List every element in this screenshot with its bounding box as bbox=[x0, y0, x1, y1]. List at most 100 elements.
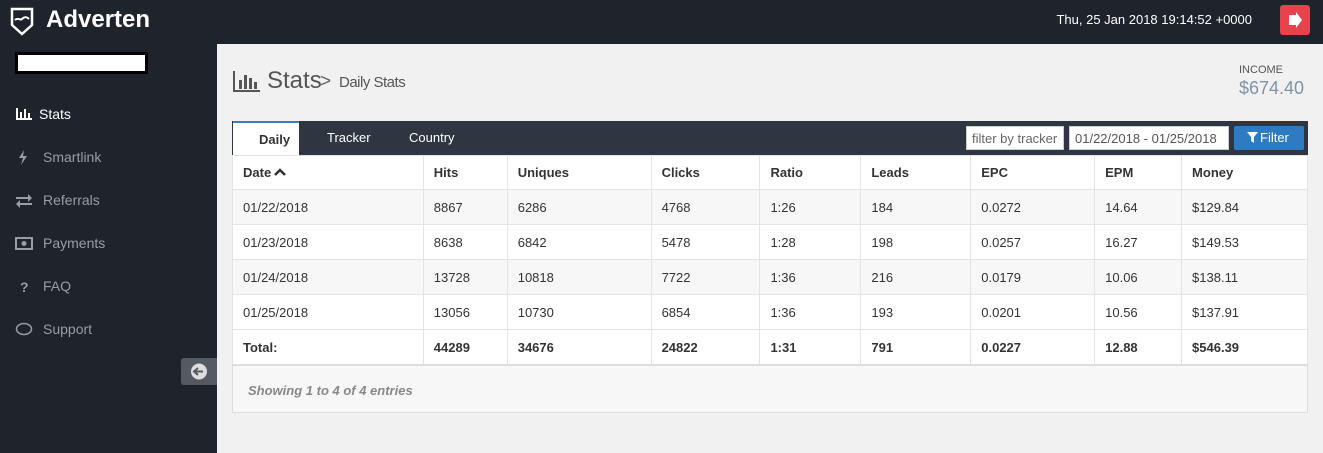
table-cell: 01/23/2018 bbox=[232, 224, 424, 260]
table-cell: 10.56 bbox=[1094, 294, 1183, 330]
breadcrumb: Daily Stats bbox=[339, 74, 406, 91]
table-cell: $129.84 bbox=[1181, 189, 1308, 225]
table-cell: 14.64 bbox=[1094, 189, 1183, 225]
table-cell: 01/25/2018 bbox=[232, 294, 424, 330]
total-cell: 24822 bbox=[650, 329, 761, 365]
table-cell: 0.0201 bbox=[970, 294, 1096, 330]
nav-item[interactable]: Referrals bbox=[43, 192, 100, 208]
table-cell: 216 bbox=[860, 259, 972, 295]
table-cell: 8638 bbox=[422, 224, 508, 260]
datetime: Thu, 25 Jan 2018 19:14:52 +0000 bbox=[1056, 12, 1252, 27]
collapse-button[interactable] bbox=[181, 358, 217, 385]
collapse-icon bbox=[191, 363, 207, 380]
table-row: 01/22/2018 8867 6286 4768 1:26 184 0.0272 14.64… bbox=[232, 189, 1308, 225]
column-header[interactable]: Ratio bbox=[759, 155, 862, 190]
date-range-input[interactable]: 01/22/2018 - 01/25/2018 bbox=[1069, 126, 1229, 150]
table-cell: 6286 bbox=[506, 189, 652, 225]
svg-text:?: ? bbox=[20, 279, 29, 295]
nav-icon bbox=[15, 237, 33, 250]
table-cell: 1:36 bbox=[759, 294, 862, 330]
table-cell: 193 bbox=[860, 294, 972, 330]
nav-icon bbox=[16, 194, 32, 208]
table-cell: 01/24/2018 bbox=[232, 259, 424, 295]
table-cell: 6854 bbox=[650, 294, 761, 330]
table-cell: 13056 bbox=[422, 294, 508, 330]
column-header[interactable]: Hits bbox=[422, 155, 508, 190]
table-cell: 1:36 bbox=[759, 259, 862, 295]
column-header[interactable]: Uniques bbox=[506, 155, 652, 190]
page-title: Stats bbox=[267, 67, 322, 94]
table-cell: $149.53 bbox=[1181, 224, 1308, 260]
logout-icon bbox=[1289, 12, 1302, 28]
total-row: Total: 44289 34676 24822 1:31 791 0.0227 12.88 $… bbox=[232, 329, 1308, 365]
table-cell: 1:28 bbox=[759, 224, 862, 260]
header-row: Date Hits Uniques Clicks Ratio Leads EPC EPM Mon… bbox=[232, 155, 1308, 190]
top-bar bbox=[0, 0, 1323, 44]
total-cell: 34676 bbox=[506, 329, 652, 365]
table-cell: 5478 bbox=[650, 224, 761, 260]
redacted-box bbox=[15, 52, 148, 74]
breadcrumb-separator: > bbox=[320, 71, 332, 92]
nav-icon bbox=[16, 108, 32, 120]
income-label: INCOME bbox=[1239, 64, 1283, 76]
table-row: 01/23/2018 8638 6842 5478 1:28 198 0.0257 16.27… bbox=[232, 224, 1308, 260]
filter-icon bbox=[1247, 132, 1258, 143]
total-cell: $546.39 bbox=[1181, 329, 1308, 365]
table-cell: 198 bbox=[860, 224, 972, 260]
table-cell: 184 bbox=[860, 189, 972, 225]
column-header[interactable]: Money bbox=[1181, 155, 1308, 190]
nav-item[interactable]: FAQ bbox=[43, 278, 72, 294]
stats-table: Date Hits Uniques Clicks Ratio Leads EPC EPM Mon… bbox=[232, 155, 1308, 365]
tracker-filter-input[interactable]: filter by tracker bbox=[966, 126, 1064, 150]
stats-icon bbox=[233, 71, 260, 92]
table-cell: 01/22/2018 bbox=[232, 189, 424, 225]
income-value: $674.40 bbox=[1239, 78, 1305, 98]
table-footer: Showing 1 to 4 of 4 entries bbox=[232, 364, 1308, 413]
column-header[interactable]: Date bbox=[232, 155, 424, 190]
brand: Adverten bbox=[46, 6, 151, 33]
nav-icon bbox=[19, 150, 27, 165]
sort-icon bbox=[274, 168, 287, 176]
table-cell: $137.91 bbox=[1181, 294, 1308, 330]
table-cell: 0.0272 bbox=[970, 189, 1096, 225]
total-cell: 12.88 bbox=[1094, 329, 1183, 365]
total-cell: Total: bbox=[232, 329, 424, 365]
table-cell: 10818 bbox=[506, 259, 652, 295]
table-cell: 13728 bbox=[422, 259, 508, 295]
filter-button[interactable]: Filter bbox=[1234, 126, 1304, 150]
table-cell: 0.0179 bbox=[970, 259, 1096, 295]
table-cell: 10.06 bbox=[1094, 259, 1183, 295]
total-cell: 1:31 bbox=[759, 329, 862, 365]
logout-button[interactable] bbox=[1280, 5, 1310, 35]
nav-item[interactable]: Smartlink bbox=[43, 149, 102, 165]
total-cell: 791 bbox=[860, 329, 972, 365]
table-cell: 7722 bbox=[650, 259, 761, 295]
nav-icon: ? bbox=[20, 279, 29, 295]
total-cell: 0.0227 bbox=[970, 329, 1096, 365]
table-cell: 4768 bbox=[650, 189, 761, 225]
column-header[interactable]: Clicks bbox=[650, 155, 761, 190]
table-cell: 6842 bbox=[506, 224, 652, 260]
tab[interactable]: Daily bbox=[233, 121, 299, 155]
table-cell: $138.11 bbox=[1181, 259, 1308, 295]
tab[interactable]: Country bbox=[409, 130, 455, 145]
logo-icon bbox=[10, 7, 34, 36]
table-cell: 16.27 bbox=[1094, 224, 1183, 260]
total-cell: 44289 bbox=[422, 329, 508, 365]
nav-item[interactable]: Stats bbox=[39, 106, 71, 122]
nav-item[interactable]: Support bbox=[43, 321, 93, 337]
sidebar bbox=[0, 44, 217, 453]
column-header[interactable]: EPC bbox=[970, 155, 1096, 190]
table-row: 01/24/2018 13728 10818 7722 1:36 216 0.0179 10.… bbox=[232, 259, 1308, 295]
table-cell: 8867 bbox=[422, 189, 508, 225]
nav-item[interactable]: Payments bbox=[43, 235, 106, 251]
table-row: 01/25/2018 13056 10730 6854 1:36 193 0.0201 10.… bbox=[232, 294, 1308, 330]
table-cell: 1:26 bbox=[759, 189, 862, 225]
column-header[interactable]: EPM bbox=[1094, 155, 1183, 190]
table-cell: 0.0257 bbox=[970, 224, 1096, 260]
column-header[interactable]: Leads bbox=[860, 155, 972, 190]
table-cell: 10730 bbox=[506, 294, 652, 330]
tab[interactable]: Tracker bbox=[327, 130, 371, 145]
